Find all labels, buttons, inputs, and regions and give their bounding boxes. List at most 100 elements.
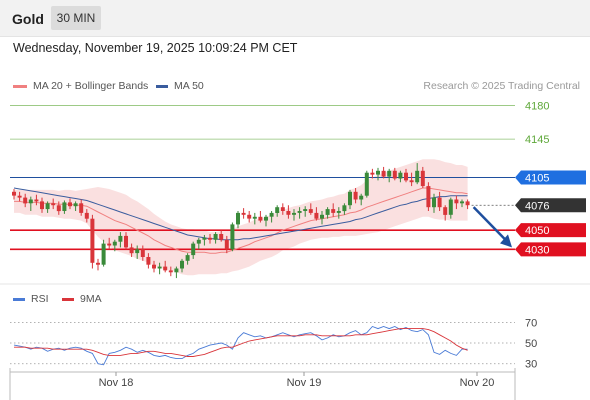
candle-body [432,197,436,208]
candle [303,206,308,217]
candle [135,245,140,259]
candle [353,188,358,204]
candle [247,211,252,223]
candle-body [392,170,397,179]
candle [152,260,156,273]
price-tag-text-4050: 4050 [525,225,549,237]
candle [62,200,67,214]
candle-body [129,247,134,254]
price-label-4180: 4180 [525,101,549,113]
rsi-tick-70: 70 [525,317,537,329]
legend-ma50: MA 50 [156,80,204,92]
candle [264,214,268,227]
candle-body [196,239,201,244]
candle-body [353,191,358,200]
candle [465,199,470,210]
candle [409,172,414,187]
candle-body [56,205,61,212]
candle-body [292,212,296,215]
candle [79,199,84,216]
candle-body [118,235,123,242]
x-tick-label: Nov 19 [287,377,322,389]
legend-ma20: MA 20 + Bollinger Bands [13,80,148,92]
candle-body [426,186,431,208]
candle-body [314,212,319,219]
candle-body [12,191,16,196]
ma20-line [14,187,468,254]
candle-body [370,172,375,175]
candle-body [112,241,117,246]
candle-body [303,209,308,211]
candle [180,258,184,273]
candle-body [152,264,156,269]
candle-body [275,207,280,213]
legend-rsi: RSI [13,293,49,305]
candle [196,237,201,250]
candle-body [460,201,464,204]
candle [269,211,274,223]
candle [213,232,218,244]
candle [404,168,408,183]
candle-body [387,170,392,177]
candle [460,199,464,208]
candle [107,237,112,250]
candle-body [219,234,224,240]
candle [168,266,173,277]
candle [174,266,179,279]
candle-body [68,202,72,207]
candle [112,239,117,252]
candle [219,230,224,242]
candle [208,234,212,244]
candle-body [208,237,212,240]
candle [336,207,341,219]
price-label-4145: 4145 [525,134,549,146]
candle-body [398,172,403,179]
candle-body [448,199,453,215]
x-tick-label: Nov 20 [460,377,495,389]
ma50-label: MA 50 [174,80,204,92]
candle-body [28,199,33,204]
legend-rsi-ma: 9MA [62,293,102,305]
candle-body [79,203,84,213]
candle [84,209,89,223]
candle [320,211,324,225]
candle [96,258,100,271]
candle [56,201,61,215]
candle-body [342,205,347,212]
candle [51,198,56,210]
candle [224,235,229,254]
candle-body [157,266,162,269]
candle [432,193,436,213]
candle-body [180,260,184,269]
candle-body [376,170,380,175]
price-tag-text-4105: 4105 [525,172,549,184]
candle-body [163,266,168,271]
timeframe-badge[interactable]: 30 MIN [51,6,101,30]
candle [308,203,313,215]
candle-body [224,239,229,250]
candle-body [45,203,50,210]
candle-body [437,197,442,208]
candle-body [381,170,386,177]
candle [392,167,397,181]
timestamp: Wednesday, November 19, 2025 10:09:24 PM… [13,41,298,55]
candle [370,168,375,179]
candle-body [62,202,67,211]
candle-body [320,214,324,219]
candle [34,194,39,206]
candle-body [174,268,179,273]
candle-body [415,170,420,183]
candle-body [247,214,252,219]
candle-body [264,216,268,221]
research-credit: Research © 2025 Trading Central [423,80,580,92]
candle-body [101,243,106,265]
price-tag-text-4076: 4076 [525,200,549,212]
candle-body [90,218,95,263]
candle [437,191,442,211]
candle [292,209,296,221]
candle-body [348,191,352,206]
rsi-tick-50: 50 [525,338,537,350]
candle [448,197,453,219]
candle-body [140,249,145,257]
